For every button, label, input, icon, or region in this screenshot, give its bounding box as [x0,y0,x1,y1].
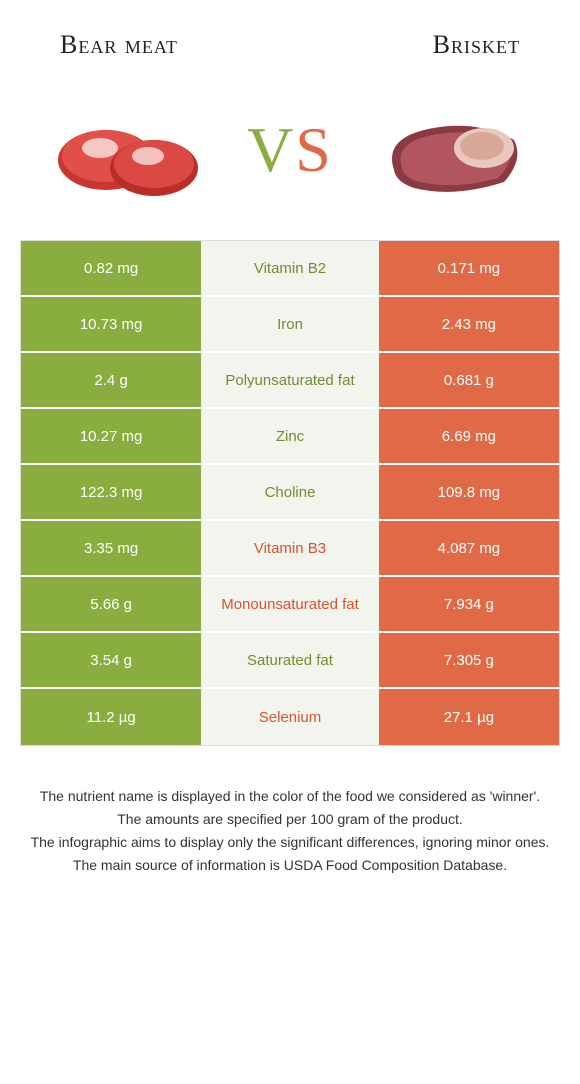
table-row: 122.3 mgCholine109.8 mg [21,465,559,521]
left-value: 3.35 mg [21,521,201,575]
right-food-title: Brisket [433,30,520,60]
left-food-image [46,90,216,210]
left-value: 11.2 µg [21,689,201,745]
right-value: 109.8 mg [379,465,559,519]
footer-line: The infographic aims to display only the… [20,832,560,853]
right-value: 27.1 µg [379,689,559,745]
vs-label: VS [247,113,333,187]
left-value: 3.54 g [21,633,201,687]
footer-notes: The nutrient name is displayed in the co… [0,746,580,876]
right-value: 0.681 g [379,353,559,407]
left-value: 2.4 g [21,353,201,407]
left-value: 0.82 mg [21,241,201,295]
vs-v: V [247,114,295,185]
table-row: 3.54 gSaturated fat7.305 g [21,633,559,689]
footer-line: The amounts are specified per 100 gram o… [20,809,560,830]
nutrient-label: Saturated fat [201,633,379,687]
nutrient-label: Zinc [201,409,379,463]
nutrient-label: Monounsaturated fat [201,577,379,631]
table-row: 2.4 gPolyunsaturated fat0.681 g [21,353,559,409]
table-row: 3.35 mgVitamin B34.087 mg [21,521,559,577]
vs-s: S [295,114,333,185]
footer-line: The nutrient name is displayed in the co… [20,786,560,807]
right-value: 6.69 mg [379,409,559,463]
right-value: 2.43 mg [379,297,559,351]
right-value: 7.305 g [379,633,559,687]
nutrient-table: 0.82 mgVitamin B20.171 mg10.73 mgIron2.4… [20,240,560,746]
table-row: 10.73 mgIron2.43 mg [21,297,559,353]
left-value: 5.66 g [21,577,201,631]
right-food-image [364,90,534,210]
left-food-title: Bear meat [60,30,178,60]
right-value: 7.934 g [379,577,559,631]
table-row: 11.2 µgSelenium27.1 µg [21,689,559,745]
nutrient-label: Vitamin B3 [201,521,379,575]
table-row: 10.27 mgZinc6.69 mg [21,409,559,465]
nutrient-label: Iron [201,297,379,351]
right-value: 4.087 mg [379,521,559,575]
left-value: 122.3 mg [21,465,201,519]
right-value: 0.171 mg [379,241,559,295]
nutrient-label: Selenium [201,689,379,745]
table-row: 5.66 gMonounsaturated fat7.934 g [21,577,559,633]
header: Bear meat Brisket [0,0,580,80]
hero-row: VS [0,80,580,240]
nutrient-label: Vitamin B2 [201,241,379,295]
nutrient-label: Polyunsaturated fat [201,353,379,407]
table-row: 0.82 mgVitamin B20.171 mg [21,241,559,297]
left-value: 10.27 mg [21,409,201,463]
nutrient-label: Choline [201,465,379,519]
left-value: 10.73 mg [21,297,201,351]
footer-line: The main source of information is USDA F… [20,855,560,876]
